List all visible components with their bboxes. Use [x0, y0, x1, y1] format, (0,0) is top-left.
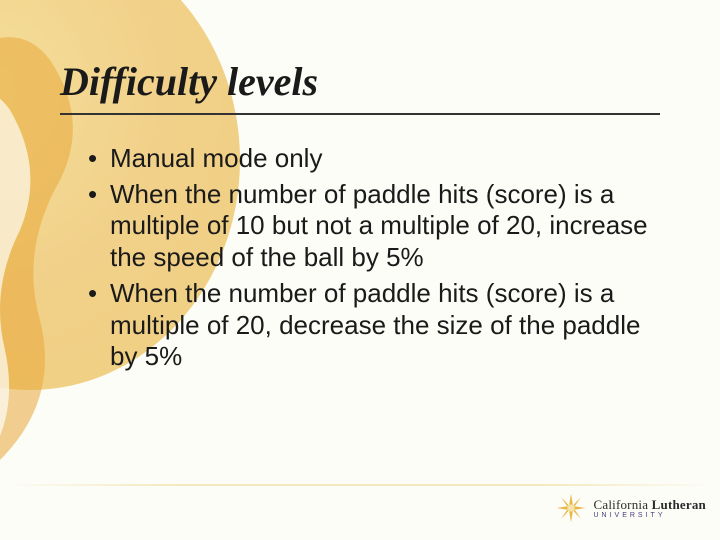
logo-sunburst-icon — [553, 490, 589, 526]
logo-prefix: California — [593, 497, 648, 512]
bullet-list: Manual mode only When the number of padd… — [60, 143, 660, 373]
footer-divider — [0, 484, 720, 486]
logo-subtitle: UNIVERSITY — [593, 512, 706, 519]
slide-title: Difficulty levels — [60, 58, 660, 105]
logo-bold: Lutheran — [652, 497, 706, 512]
title-underline — [60, 113, 660, 115]
bullet-item: When the number of paddle hits (score) i… — [88, 179, 660, 274]
university-logo: California Lutheran UNIVERSITY — [553, 490, 706, 526]
slide-content: Difficulty levels Manual mode only When … — [0, 0, 720, 373]
bullet-item: Manual mode only — [88, 143, 660, 175]
logo-text: California Lutheran UNIVERSITY — [593, 498, 706, 519]
logo-name: California Lutheran — [593, 498, 706, 511]
bullet-item: When the number of paddle hits (score) i… — [88, 278, 660, 373]
